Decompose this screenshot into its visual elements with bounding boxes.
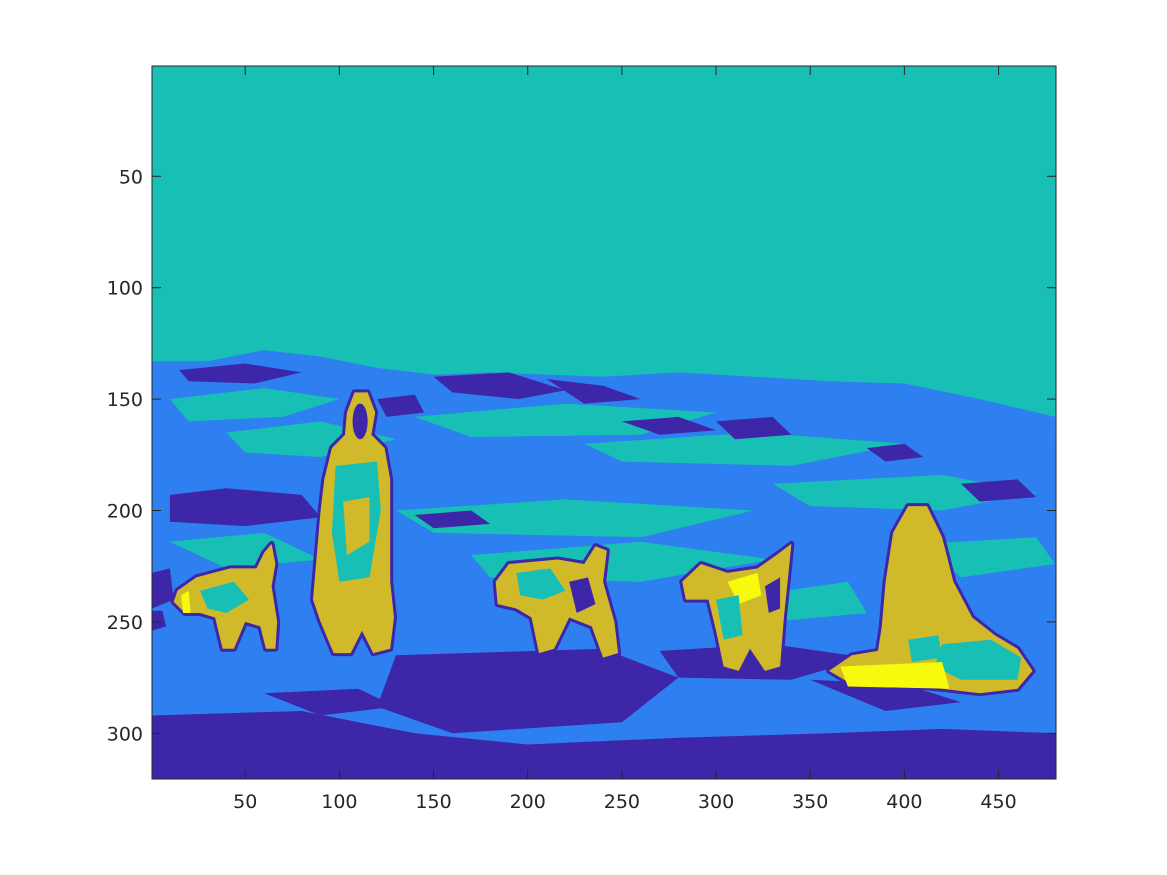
dark-patch-11 <box>264 688 396 716</box>
dark-patch-4 <box>546 379 641 404</box>
dark-patch-2 <box>179 363 302 384</box>
plot-frame <box>151 65 1057 780</box>
horizon-streak-6 <box>395 499 754 538</box>
figure-standing-torso <box>343 497 370 556</box>
y-axis: 50 100 150 200 250 300 <box>107 166 143 745</box>
y-tick-label-4: 200 <box>107 501 143 523</box>
y-tick-label-3: 150 <box>107 389 143 411</box>
horizon-streak-9 <box>923 537 1056 578</box>
dark-patch-14 <box>152 568 174 609</box>
dark-patch-7 <box>414 510 491 529</box>
horizon-streak-1 <box>169 388 340 422</box>
horizon-streak-8 <box>169 532 321 569</box>
x-tick-label-7: 350 <box>792 791 828 813</box>
dark-patch-13 <box>960 479 1037 502</box>
dark-patch-12 <box>810 679 961 711</box>
x-tick-label-2: 100 <box>321 791 357 813</box>
x-tick-label-1: 50 <box>233 791 257 813</box>
dark-patch-17 <box>152 610 167 631</box>
y-tick-label-1: 50 <box>119 166 143 188</box>
horizon-streak-4 <box>584 432 905 466</box>
figure-standing-head-core <box>352 403 368 440</box>
x-tick-label-8: 400 <box>886 791 922 813</box>
figure-dog-right-inner <box>716 595 743 640</box>
dark-patch-1 <box>169 488 321 527</box>
figure-seated-highlight <box>840 662 950 689</box>
y-tick-label-2: 100 <box>107 278 143 300</box>
figure-dog-right-spot <box>765 577 781 613</box>
dark-patch-15 <box>866 443 924 462</box>
dark-patch-5 <box>621 416 717 435</box>
y-tick-label-6: 300 <box>107 723 143 745</box>
horizon-streak-3 <box>414 403 717 437</box>
dark-patch-6 <box>716 416 792 440</box>
x-tick-label-3: 150 <box>415 791 451 813</box>
y-tick-label-5: 250 <box>107 612 143 634</box>
x-tick-label-4: 200 <box>510 791 546 813</box>
figure-seated-hand <box>908 635 943 662</box>
dark-patch-16 <box>377 394 425 417</box>
figure-dog-left-highlight <box>181 590 191 613</box>
dark-patch-3 <box>433 372 566 400</box>
x-tick-label-6: 300 <box>698 791 734 813</box>
figure-dog-left-inner <box>200 581 249 613</box>
figure-dog-center-inner <box>516 568 566 600</box>
x-tick-label-9: 450 <box>980 791 1016 813</box>
figure-dog-center-spot <box>569 577 596 613</box>
segmentation-image <box>152 66 1056 779</box>
figure-seated-inner <box>934 639 1022 680</box>
x-axis: 50 100 150 200 250 300 350 400 450 <box>233 791 1017 813</box>
dark-patch-10 <box>152 711 1056 779</box>
dark-patch-9 <box>377 648 679 734</box>
tick-marks <box>152 66 1056 779</box>
x-tick-label-5: 250 <box>604 791 640 813</box>
